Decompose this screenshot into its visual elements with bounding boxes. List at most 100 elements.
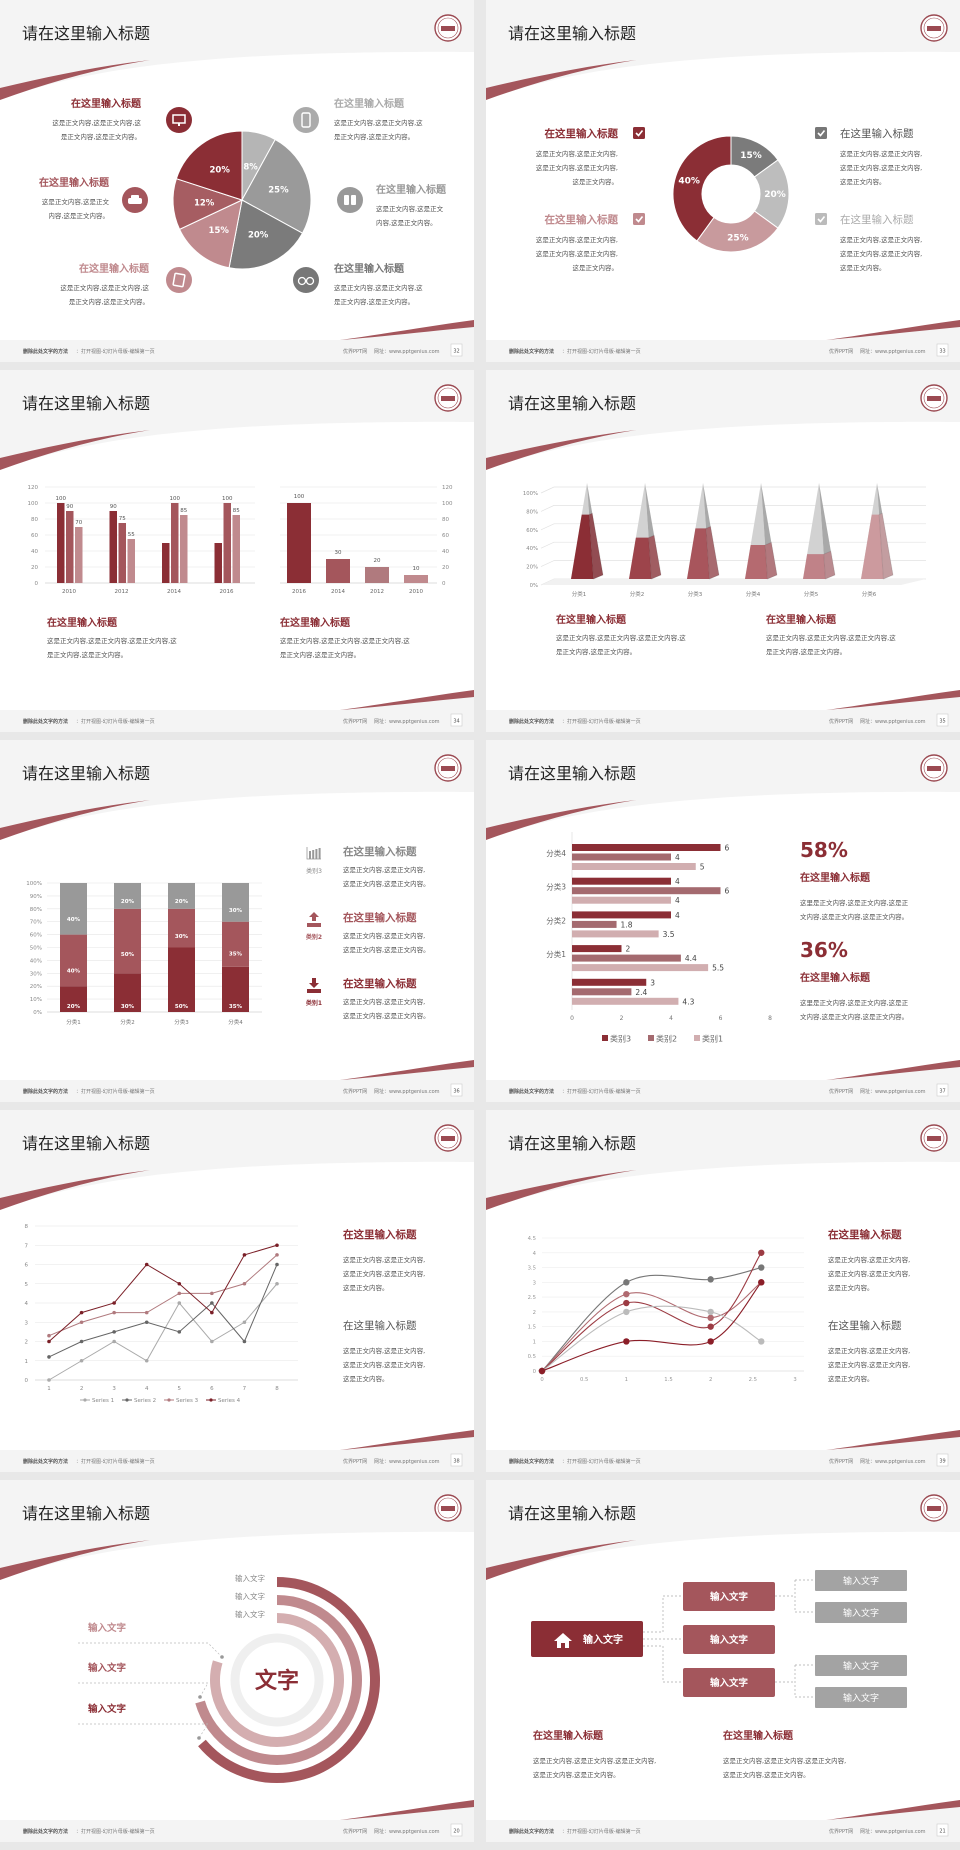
- smooth-series: [541, 1281, 762, 1372]
- y-tick-label: 3: [533, 1280, 536, 1286]
- y-tick-label: 2: [533, 1310, 536, 1316]
- page-number-box: [936, 1083, 949, 1097]
- footer: 删除此处文字的方法 ：打开视图-幻灯片母版-编辑第一页 优界PPT网 网址：www.p…: [509, 713, 949, 727]
- leaf-node[interactable]: 输入文字: [815, 1687, 907, 1708]
- footer-site: 优界PPT网: [343, 1828, 367, 1835]
- leaf-node[interactable]: 输入文字: [815, 1602, 907, 1623]
- segment-label: 30%: [121, 1004, 135, 1010]
- leaf-node[interactable]: 输入文字: [815, 1570, 907, 1591]
- segment-label: 20%: [121, 899, 135, 905]
- slide-32[interactable]: 请在这里输入标题 删除此处文字的方法 ：打开视图-幻灯片母版-编辑第一页 优界PPT网…: [0, 0, 474, 362]
- item-body-line: 这是正文内容,这是正文内容,这是正文内容,这: [556, 633, 686, 642]
- progress-ring: [195, 1595, 362, 1765]
- data-point: [275, 1253, 279, 1257]
- checkbox[interactable]: [815, 127, 827, 139]
- leaf-label: 输入文字: [843, 1660, 879, 1672]
- y-tick-label: 0%: [530, 583, 538, 589]
- bar-data-label: 6: [725, 844, 730, 853]
- data-point: [623, 1279, 630, 1286]
- legend-swatch: [602, 1035, 608, 1041]
- bottom-swoosh: [826, 1430, 960, 1450]
- slide-21[interactable]: 请在这里输入标题 删除此处文字的方法 ：打开视图-幻灯片母版-编辑第一页 优界PPT网…: [486, 1480, 960, 1842]
- pie-data-label: 20%: [210, 165, 231, 175]
- item-body-line: 这是正文内容,这是正文内容,这是正文内容,: [723, 1756, 846, 1765]
- item-body-line: 文内容,这是正文内容,这是正文内容。: [800, 1012, 908, 1021]
- page-number: 20: [453, 1829, 459, 1835]
- smooth-series: [541, 1281, 762, 1372]
- bottom-swoosh: [826, 690, 960, 710]
- slide-37[interactable]: 请在这里输入标题 删除此处文字的方法 ：打开视图-幻灯片母版-编辑第一页 优界PPT网…: [486, 740, 960, 1102]
- segment-label: 30%: [229, 908, 243, 914]
- item-title: 在这里输入标题: [71, 97, 142, 110]
- page-number-box: [450, 1453, 463, 1467]
- checkbox[interactable]: [633, 127, 645, 139]
- bar: [66, 511, 74, 583]
- stacked-bar-segment: [114, 908, 141, 974]
- footer-note-bold: 删除此处文字的方法: [23, 718, 68, 725]
- slide-title: 请在这里输入标题: [508, 24, 636, 43]
- line-series: [48, 1254, 278, 1337]
- branch-node[interactable]: 输入文字: [683, 1625, 775, 1654]
- stacked-bar-segment: [168, 908, 195, 948]
- x-tick-label: 6: [210, 1386, 214, 1392]
- leaf-box: [815, 1570, 907, 1591]
- x-tick-label: 分类2: [120, 1018, 135, 1026]
- root-node[interactable]: 输入文字: [531, 1621, 643, 1657]
- item-body-line: 这是正文内容,这是正文内容,: [536, 235, 618, 244]
- footer-url: 网址：www.pptgenius.com: [860, 348, 926, 355]
- pyramid-value-face: [745, 544, 768, 579]
- y-tick-label: 90%: [30, 894, 42, 900]
- footer-url: 网址：www.pptgenius.com: [374, 1088, 440, 1095]
- logo-building: [927, 1506, 941, 1511]
- footer-site: 优界PPT网: [343, 1458, 367, 1465]
- page-number-box: [450, 713, 463, 727]
- data-point: [707, 1308, 714, 1316]
- item-title: 在这里输入标题: [343, 977, 417, 990]
- y-tick-label: 40%: [526, 546, 538, 552]
- item-body-line: 内容,这是正文内容。: [376, 218, 437, 227]
- item-title: 在这里输入标题: [334, 97, 405, 110]
- car-icon: [122, 187, 148, 213]
- item-body-line: 这是正文内容,这是正文内容,: [343, 1255, 425, 1264]
- footer-note: ：打开视图-幻灯片母版-编辑第一页: [76, 348, 155, 355]
- category-label: 类别1: [306, 999, 322, 1007]
- footer-url: 网址：www.pptgenius.com: [374, 1458, 440, 1465]
- monitor-stand: [178, 123, 180, 126]
- university-logo: [920, 1494, 948, 1522]
- gridline: [540, 486, 926, 494]
- monitor-icon: [166, 107, 192, 133]
- y-tick-label: 2.5: [528, 1295, 536, 1301]
- data-point: [210, 1339, 214, 1344]
- slide-20[interactable]: 请在这里输入标题 删除此处文字的方法 ：打开视图-幻灯片母版-编辑第一页 优界PPT网…: [0, 1480, 474, 1842]
- data-point: [47, 1378, 51, 1382]
- slide-36[interactable]: 请在这里输入标题 删除此处文字的方法 ：打开视图-幻灯片母版-编辑第一页 优界PPT网…: [0, 740, 474, 1102]
- root-label: 输入文字: [583, 1633, 623, 1646]
- page-number: 36: [453, 1089, 459, 1095]
- segment-label: 35%: [229, 951, 243, 957]
- checkbox[interactable]: [815, 213, 827, 225]
- item-body-line: 这是正文内容。: [828, 1283, 874, 1292]
- item-body-line: 是正文内容,这是正文内容。: [47, 650, 127, 659]
- x-tick-label: 2010: [409, 589, 423, 595]
- slide-39[interactable]: 请在这里输入标题 删除此处文字的方法 ：打开视图-幻灯片母版-编辑第一页 优界PPT网…: [486, 1110, 960, 1472]
- item-body-line: 是正文内容,这是正文内容。: [766, 647, 846, 656]
- slide-38[interactable]: 请在这里输入标题 删除此处文字的方法 ：打开视图-幻灯片母版-编辑第一页 优界PPT网…: [0, 1110, 474, 1472]
- segment-label: 35%: [229, 1004, 243, 1010]
- slide-33[interactable]: 请在这里输入标题 删除此处文字的方法 ：打开视图-幻灯片母版-编辑第一页 优界PPT网…: [486, 0, 960, 362]
- footer-note-bold: 删除此处文字的方法: [23, 1458, 68, 1465]
- tray: [307, 923, 321, 927]
- slide-35[interactable]: 请在这里输入标题 删除此处文字的方法 ：打开视图-幻灯片母版-编辑第一页 优界PPT网…: [486, 370, 960, 732]
- branch-node[interactable]: 输入文字: [683, 1582, 775, 1611]
- bar-data-label: 10: [413, 566, 420, 572]
- leaf-node[interactable]: 输入文字: [815, 1655, 907, 1676]
- slide-content: 0204060801001201009070201090755520121008…: [28, 485, 453, 659]
- leader-dot: [220, 1655, 224, 1659]
- checkbox[interactable]: [633, 213, 645, 225]
- branch-node[interactable]: 输入文字: [683, 1668, 775, 1697]
- bar-data-label: 4: [675, 877, 680, 886]
- x-tick-label: 分类4: [228, 1018, 243, 1026]
- data-point: [210, 1301, 214, 1305]
- slide-34[interactable]: 请在这里输入标题 删除此处文字的方法 ：打开视图-幻灯片母版-编辑第一页 优界PPT网…: [0, 370, 474, 732]
- y-tick-label: 1: [533, 1339, 536, 1345]
